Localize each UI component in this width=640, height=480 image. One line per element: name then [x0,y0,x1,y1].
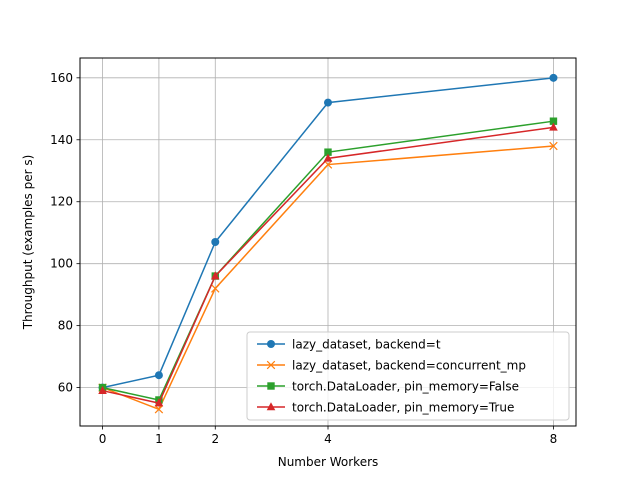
data-point [154,398,164,407]
legend-marker [266,402,276,411]
data-point [323,153,333,162]
series-layer [98,73,558,414]
legend-item: torch.DataLoader, pin_memory=True [257,401,514,415]
x-tick-label: 1 [155,432,163,446]
marker-stroke [211,284,220,293]
x-tick-label: 8 [550,432,558,446]
y-tick-label: 100 [50,257,73,271]
y-axis-label: Throughput (examples per s) [21,155,35,331]
legend-item: lazy_dataset, backend=concurrent_mp [257,359,526,373]
y-tick-label: 80 [58,319,73,333]
marker-stroke [154,405,164,414]
data-point [211,284,220,293]
data-point [549,73,558,82]
marker-stroke [549,141,558,151]
x-tick-label: 2 [211,432,219,446]
y-tick-label: 140 [50,133,73,147]
x-tick-label: 4 [324,432,332,446]
legend-item: lazy_dataset, backend=t [257,338,441,352]
data-point [549,117,558,125]
legend-item: torch.DataLoader, pin_memory=False [257,380,519,394]
data-point [210,271,220,280]
legend-label: torch.DataLoader, pin_memory=False [292,380,519,394]
series-4 [98,122,558,407]
x-tick-label: 0 [99,432,107,446]
legend: lazy_dataset, backend=t lazy_dataset, bac… [246,331,570,421]
data-point [549,141,558,151]
y-tick-label: 160 [50,71,73,85]
axis-ticks: 0 1 2 4 8 60 80 100 120 140 160 [50,71,557,446]
legend-marker [267,340,275,348]
x-axis-label: Number Workers [278,455,379,469]
legend-label: lazy_dataset, backend=t [292,338,441,352]
marker-stroke [323,160,333,169]
data-point [549,122,558,131]
legend-box [246,331,570,421]
data-point [211,238,220,246]
y-tick-label: 120 [50,195,73,209]
data-point [154,371,163,380]
legend-marker [266,360,276,370]
data-point [98,385,107,394]
legend-marker [267,382,275,390]
data-point [324,98,332,107]
marker-stroke [266,360,276,370]
legend-label: torch.DataLoader, pin_memory=True [292,401,514,415]
data-point [154,405,164,414]
y-tick-label: 60 [58,381,73,395]
legend-label: lazy_dataset, backend=concurrent_mp [292,359,526,373]
data-point [324,148,332,156]
